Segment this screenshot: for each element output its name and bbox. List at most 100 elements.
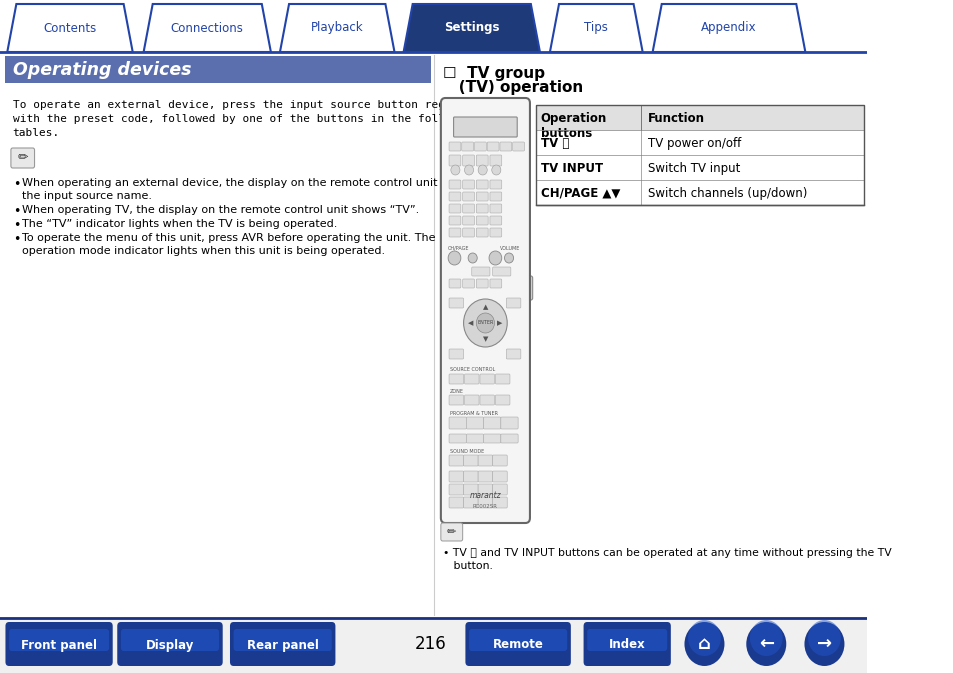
FancyBboxPatch shape [449, 228, 460, 237]
FancyBboxPatch shape [0, 618, 866, 673]
FancyBboxPatch shape [463, 497, 477, 508]
FancyBboxPatch shape [10, 629, 109, 651]
Text: Rear panel: Rear panel [247, 639, 318, 651]
FancyBboxPatch shape [512, 142, 524, 151]
FancyBboxPatch shape [121, 629, 219, 651]
Text: Function: Function [647, 112, 704, 125]
FancyBboxPatch shape [440, 523, 462, 541]
Text: ZONE: ZONE [450, 389, 463, 394]
FancyBboxPatch shape [477, 497, 492, 508]
FancyBboxPatch shape [449, 298, 463, 308]
Text: SOUND MODE: SOUND MODE [450, 449, 484, 454]
Text: ENTER: ENTER [476, 320, 493, 326]
FancyBboxPatch shape [117, 622, 222, 666]
Text: ☐  TV group: ☐ TV group [442, 66, 544, 81]
FancyBboxPatch shape [449, 204, 460, 213]
Text: operation mode indicator lights when this unit is being operated.: operation mode indicator lights when thi… [22, 246, 385, 256]
Text: Appendix: Appendix [700, 22, 756, 34]
FancyBboxPatch shape [476, 180, 488, 189]
Circle shape [803, 622, 843, 666]
FancyBboxPatch shape [463, 484, 477, 495]
FancyBboxPatch shape [476, 279, 488, 288]
Text: Contents: Contents [43, 22, 96, 34]
FancyBboxPatch shape [492, 455, 507, 466]
FancyBboxPatch shape [536, 180, 862, 205]
FancyBboxPatch shape [492, 471, 507, 482]
Circle shape [468, 253, 476, 263]
FancyBboxPatch shape [495, 395, 510, 405]
Text: Index: Index [608, 639, 645, 651]
FancyBboxPatch shape [466, 417, 483, 429]
Polygon shape [144, 4, 271, 52]
Text: ▼: ▼ [482, 336, 488, 342]
Polygon shape [549, 4, 642, 52]
Polygon shape [652, 4, 804, 52]
FancyBboxPatch shape [490, 204, 501, 213]
FancyBboxPatch shape [506, 298, 520, 308]
Text: marantz: marantz [469, 491, 500, 501]
Text: Remote: Remote [492, 639, 543, 651]
FancyBboxPatch shape [5, 56, 431, 83]
FancyBboxPatch shape [449, 142, 460, 151]
FancyBboxPatch shape [449, 417, 466, 429]
FancyBboxPatch shape [587, 629, 666, 651]
Text: →: → [816, 635, 831, 653]
Polygon shape [8, 4, 132, 52]
Text: the input source name.: the input source name. [22, 191, 152, 201]
Text: The “TV” indicator lights when the TV is being operated.: The “TV” indicator lights when the TV is… [22, 219, 336, 229]
Text: Switch TV input: Switch TV input [647, 162, 740, 175]
FancyBboxPatch shape [469, 629, 567, 651]
FancyBboxPatch shape [479, 374, 494, 384]
FancyBboxPatch shape [462, 216, 474, 225]
FancyBboxPatch shape [477, 484, 492, 495]
Text: To operate the menu of this unit, press AVR before operating the unit. The “AVR”: To operate the menu of this unit, press … [22, 233, 470, 243]
Circle shape [504, 253, 513, 263]
FancyBboxPatch shape [490, 180, 501, 189]
FancyBboxPatch shape [476, 204, 488, 213]
Text: Settings: Settings [443, 22, 499, 34]
FancyBboxPatch shape [521, 276, 532, 300]
FancyBboxPatch shape [536, 105, 862, 130]
FancyBboxPatch shape [449, 192, 460, 201]
FancyBboxPatch shape [440, 98, 529, 523]
Text: TV INPUT: TV INPUT [540, 162, 602, 175]
FancyBboxPatch shape [462, 228, 474, 237]
FancyBboxPatch shape [464, 374, 478, 384]
Text: When operating an external device, the display on the remote control unit shows: When operating an external device, the d… [22, 178, 475, 188]
Text: Operating devices: Operating devices [12, 61, 191, 79]
FancyBboxPatch shape [465, 622, 570, 666]
FancyBboxPatch shape [472, 267, 490, 276]
Text: VOLUME: VOLUME [499, 246, 519, 251]
FancyBboxPatch shape [483, 417, 500, 429]
Text: Switch channels (up/down): Switch channels (up/down) [647, 187, 806, 200]
Text: Playback: Playback [311, 22, 363, 34]
FancyBboxPatch shape [476, 155, 488, 166]
FancyBboxPatch shape [492, 497, 507, 508]
Text: CH/PAGE ▲▼: CH/PAGE ▲▼ [540, 187, 619, 200]
FancyBboxPatch shape [462, 279, 474, 288]
FancyBboxPatch shape [477, 471, 492, 482]
Text: ◀: ◀ [468, 320, 473, 326]
Circle shape [749, 620, 781, 656]
Polygon shape [279, 4, 395, 52]
Circle shape [476, 313, 494, 333]
Text: ▶: ▶ [497, 320, 502, 326]
Text: Display: Display [146, 639, 194, 651]
Circle shape [807, 620, 840, 656]
FancyBboxPatch shape [490, 155, 501, 166]
FancyBboxPatch shape [463, 455, 477, 466]
FancyBboxPatch shape [490, 216, 501, 225]
FancyBboxPatch shape [536, 155, 862, 180]
FancyBboxPatch shape [10, 148, 34, 168]
FancyBboxPatch shape [583, 622, 670, 666]
FancyBboxPatch shape [474, 142, 486, 151]
FancyBboxPatch shape [506, 349, 520, 359]
FancyBboxPatch shape [483, 434, 500, 443]
FancyBboxPatch shape [490, 192, 501, 201]
Text: •: • [12, 178, 20, 191]
FancyBboxPatch shape [492, 267, 510, 276]
FancyBboxPatch shape [536, 130, 862, 155]
Circle shape [687, 620, 720, 656]
Circle shape [683, 622, 723, 666]
FancyBboxPatch shape [462, 155, 474, 166]
